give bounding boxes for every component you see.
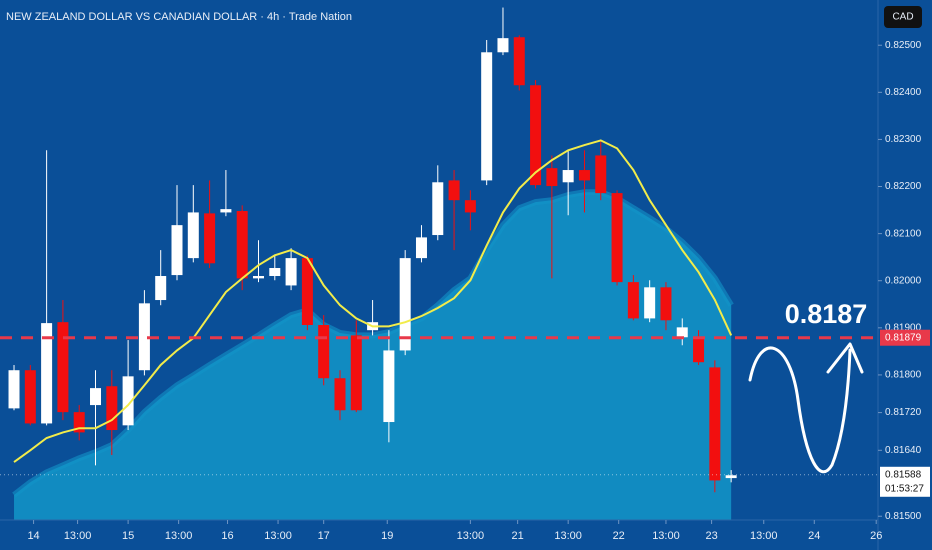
y-tick-label: 0.82500 [885, 40, 922, 51]
candle-body [497, 38, 509, 53]
candle-body [644, 287, 656, 319]
countdown-label: 01:53:27 [885, 483, 924, 494]
candle-body [220, 209, 232, 213]
candle-body [73, 412, 85, 433]
candle-body [415, 237, 427, 259]
y-tick-label: 0.82100 [885, 228, 922, 239]
x-tick-label: 22 [613, 530, 625, 542]
candle-body [122, 376, 134, 426]
candle-body [464, 200, 476, 213]
y-tick-label: 0.82400 [885, 87, 922, 98]
candle-body [399, 258, 411, 351]
candle-body [106, 386, 118, 431]
candle-body [513, 37, 525, 86]
candle-body [252, 276, 264, 279]
candle-body [41, 323, 53, 424]
candle-body [660, 287, 672, 321]
candle-body [709, 367, 721, 481]
x-tick-label: 26 [870, 530, 882, 542]
drawn-arrowhead [826, 342, 864, 374]
candle-body [725, 475, 737, 479]
x-tick-label: 21 [512, 530, 524, 542]
ma-line [13, 139, 733, 463]
candle-body [187, 212, 199, 259]
candle-body [204, 213, 216, 264]
candle-body [448, 180, 460, 201]
candle-body [24, 370, 36, 424]
candle-body [350, 335, 362, 411]
currency-button[interactable] [884, 6, 922, 28]
candle-body [171, 225, 183, 276]
y-tick-label: 0.82000 [885, 275, 922, 286]
candle-body [627, 282, 639, 319]
x-tick-label: 13:00 [457, 530, 485, 542]
candle-body [155, 276, 167, 301]
x-tick-label: 15 [122, 530, 134, 542]
plot-area [8, 7, 737, 520]
price-line-label-box [880, 329, 930, 346]
candle-body [595, 155, 607, 194]
x-tick-label: 13:00 [264, 530, 292, 542]
x-tick-label: 13:00 [652, 530, 680, 542]
chart-title: NEW ZEALAND DOLLAR VS CANADIAN DOLLAR · … [6, 11, 352, 23]
y-tick-label: 0.81900 [885, 322, 922, 333]
y-tick-label: 0.81800 [885, 370, 922, 381]
y-tick-label: 0.81640 [885, 445, 922, 456]
candle-body [578, 170, 590, 181]
candle-body [138, 303, 150, 371]
x-tick-label: 16 [221, 530, 233, 542]
candle-body [90, 388, 102, 406]
candle-body [57, 322, 69, 413]
candle-body [562, 170, 574, 183]
candle-body [432, 182, 444, 236]
candle-body [546, 168, 558, 187]
candle-body [318, 325, 330, 379]
x-tick-label: 17 [318, 530, 330, 542]
candle-body [611, 193, 623, 283]
candle-body [530, 85, 542, 186]
annotation: 0.8187 [785, 299, 868, 329]
candle-body [693, 338, 705, 363]
x-tick-label: 23 [705, 530, 717, 542]
drawn-curve [748, 346, 852, 474]
candle-body [334, 378, 346, 411]
x-tick-label: 19 [381, 530, 393, 542]
candle-body [236, 211, 248, 279]
candle-body [481, 52, 493, 181]
last-price-label: 0.81588 [885, 469, 922, 480]
price-line-label: 0.81879 [885, 332, 922, 343]
y-tick-label: 0.82300 [885, 134, 922, 145]
candle-body [8, 370, 20, 409]
y-tick-label: 0.81500 [885, 511, 922, 522]
candle-body [285, 258, 297, 286]
x-tick-label: 13:00 [64, 530, 92, 542]
x-tick-label: 13:00 [165, 530, 193, 542]
y-tick-label: 0.81720 [885, 407, 922, 418]
x-tick-label: 13:00 [750, 530, 778, 542]
currency-label[interactable]: CAD [892, 12, 913, 23]
candle-body [269, 268, 281, 277]
last-price-box [880, 466, 930, 497]
candle-body [383, 350, 395, 423]
x-tick-label: 24 [808, 530, 820, 542]
candle-body [301, 258, 313, 325]
candle-body [676, 327, 688, 338]
x-tick-label: 13:00 [554, 530, 582, 542]
y-tick-label: 0.82200 [885, 181, 922, 192]
x-tick-label: 14 [27, 530, 39, 542]
